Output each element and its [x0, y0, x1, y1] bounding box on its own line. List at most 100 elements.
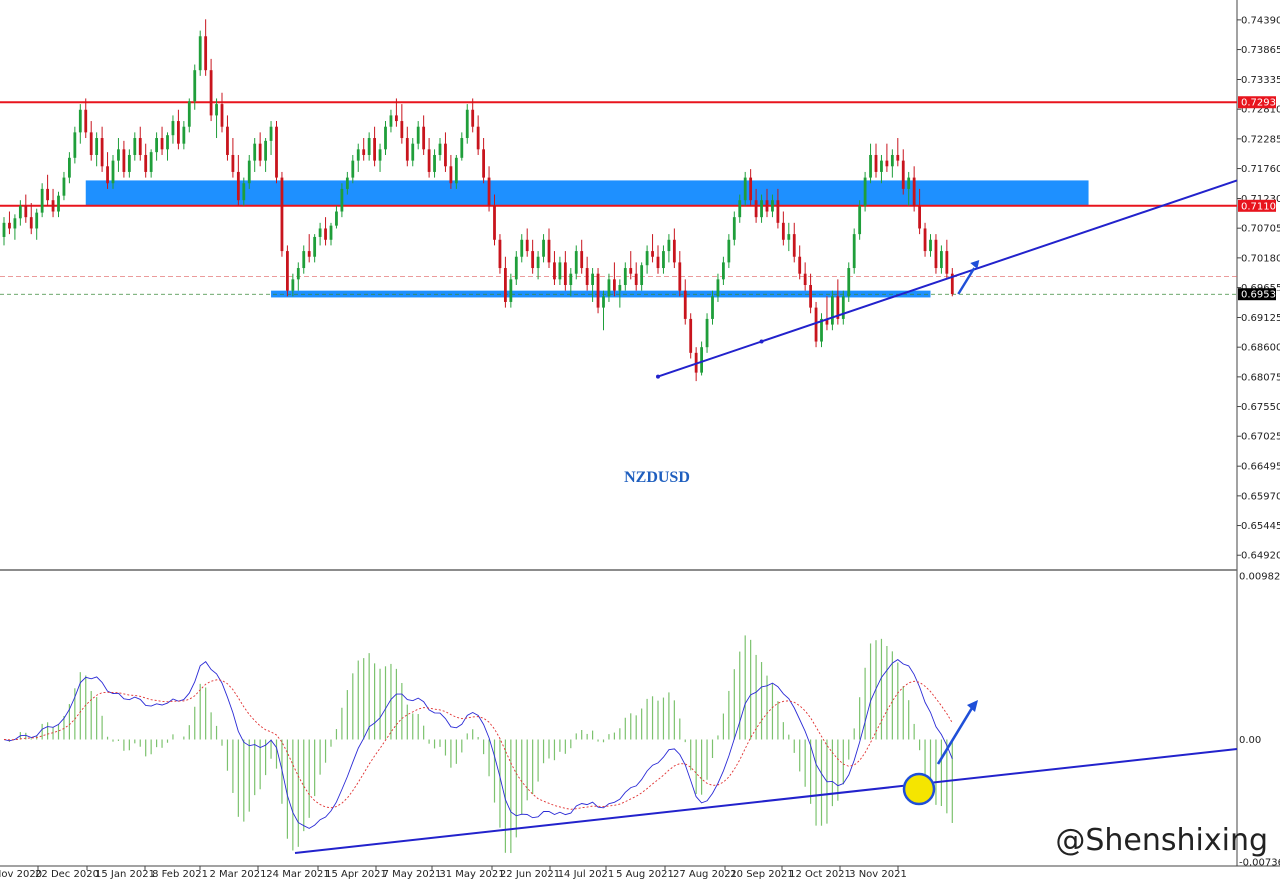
time-tick-label: Nov 2020 — [0, 869, 42, 880]
candle-body — [275, 126, 278, 178]
candle-body — [182, 126, 186, 144]
macd-highlight-circle — [902, 772, 936, 806]
time-tick-label: 27 Aug 2021 — [673, 869, 737, 880]
candle-body — [743, 177, 747, 201]
time-tick-label: 15 Jan 2021 — [95, 869, 155, 880]
candle-body — [166, 135, 169, 150]
candle-body — [302, 251, 306, 269]
candle-body — [177, 121, 180, 144]
candle-body — [269, 126, 273, 141]
candle-body — [204, 36, 208, 71]
candle-body — [825, 318, 829, 325]
candle-body — [705, 318, 709, 348]
candle-body — [384, 126, 387, 150]
price-tick-label: 0.67550 — [1241, 402, 1280, 413]
candle-body — [351, 160, 355, 178]
candle-body — [307, 251, 311, 257]
candle-body — [111, 160, 115, 184]
candle-body — [607, 279, 611, 297]
candle-body — [73, 132, 77, 158]
time-tick-label: 7 May 2021 — [383, 869, 442, 880]
macd-up-arrow-head — [967, 700, 978, 712]
time-tick-label: 20 Sep 2021 — [730, 869, 793, 880]
trendline-anchor — [759, 339, 764, 344]
candle-body — [465, 109, 469, 139]
candle-body — [591, 273, 594, 285]
candle-body — [754, 200, 758, 218]
candle-body — [313, 236, 317, 257]
candle-body — [678, 262, 682, 291]
candle-body — [18, 205, 22, 219]
candle-body — [57, 195, 60, 212]
candle-body — [596, 273, 600, 308]
candle-body — [950, 273, 954, 295]
candle-body — [841, 296, 845, 319]
candle-body — [24, 205, 28, 218]
candle-body — [623, 268, 627, 285]
support-price-label: 0.71101 — [1241, 201, 1280, 212]
candle-body — [901, 160, 905, 189]
time-tick-label: 12 Oct 2021 — [789, 869, 851, 880]
candle-body — [645, 251, 649, 266]
candle-body — [215, 104, 218, 116]
candle-body — [814, 307, 818, 342]
candle-body — [945, 251, 949, 274]
candle-body — [438, 143, 442, 155]
candle-body — [106, 166, 109, 184]
candle-body — [149, 152, 153, 172]
macd-annotations — [294, 700, 1238, 854]
time-tick-label: 24 Mar 2021 — [266, 869, 329, 880]
candle-body — [378, 149, 382, 161]
candle-body — [247, 160, 251, 184]
candle-body — [35, 212, 39, 229]
candle-body — [187, 101, 191, 127]
candle-body — [454, 157, 458, 184]
candle-body — [40, 188, 44, 213]
candle-body — [656, 256, 660, 269]
candle-body — [558, 262, 562, 280]
candle-body — [672, 239, 676, 263]
candle-body — [776, 200, 780, 223]
price-tick-label: 0.71230 — [1241, 194, 1280, 205]
candle-body — [46, 188, 49, 201]
candle-body — [487, 177, 491, 206]
candle-body — [362, 149, 366, 155]
candle-body — [422, 126, 426, 150]
candle-body — [711, 296, 714, 319]
candle-body — [29, 217, 33, 229]
candle-body — [727, 239, 731, 263]
price-tick-label: 0.65970 — [1241, 491, 1280, 502]
candle-body — [68, 157, 71, 178]
price-tick-label: 0.72810 — [1241, 105, 1280, 116]
zone-rect — [271, 290, 931, 298]
candle-body — [471, 109, 475, 127]
candle-body — [411, 143, 415, 161]
macd-signal-line — [3, 679, 953, 810]
candle-body — [890, 154, 894, 167]
candle-body — [934, 239, 938, 269]
candle-body — [683, 290, 687, 319]
candle-body — [798, 256, 802, 274]
candle-body — [8, 222, 11, 229]
candle-body — [117, 149, 120, 161]
watermark: @Shenshixing — [1055, 823, 1268, 858]
candle-body — [329, 225, 333, 240]
candle-body — [836, 296, 840, 319]
candle-body — [400, 121, 404, 139]
candle-body — [880, 160, 883, 172]
candle-body — [525, 239, 529, 252]
candle-body — [863, 177, 867, 206]
candle-body — [852, 234, 856, 269]
candle-body — [820, 318, 823, 342]
candle-body — [395, 115, 398, 122]
candle-body — [155, 138, 158, 153]
candle-body — [792, 234, 796, 257]
candle-body — [569, 273, 573, 285]
candle-body — [629, 268, 633, 274]
candle-body — [296, 268, 300, 280]
price-tick-label: 0.69125 — [1241, 313, 1280, 324]
price-tick-label: 0.68600 — [1241, 343, 1280, 354]
candle-body — [722, 262, 725, 280]
candle-body — [335, 211, 338, 226]
